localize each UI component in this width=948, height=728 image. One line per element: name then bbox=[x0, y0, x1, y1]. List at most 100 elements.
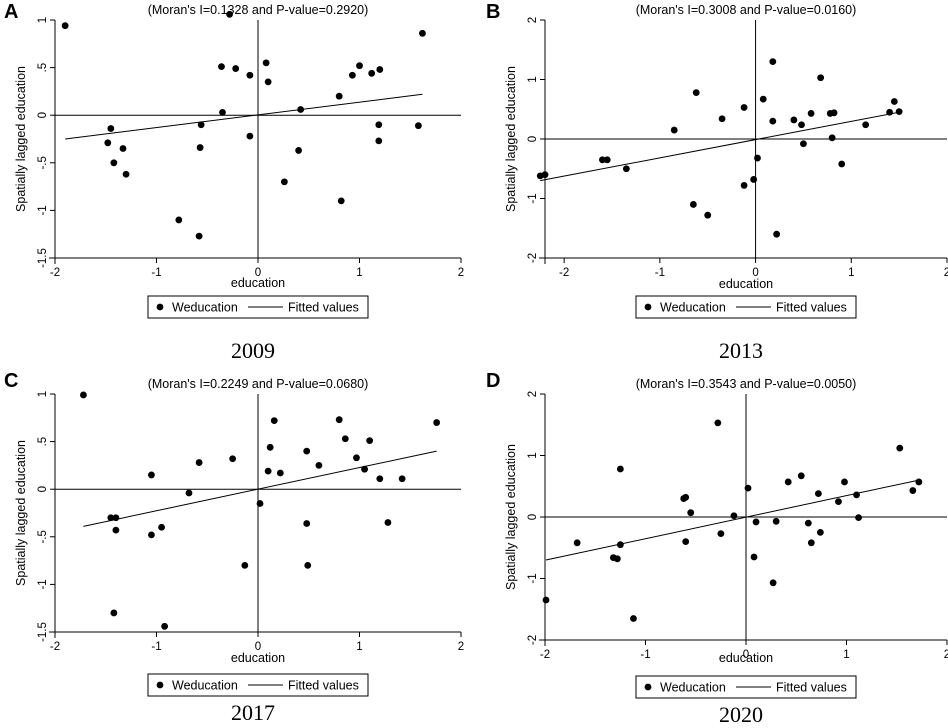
panel-b-y-tick-label: -2 bbox=[527, 253, 539, 263]
panel-a-data-point bbox=[232, 65, 240, 72]
panel-b-data-point bbox=[718, 115, 726, 123]
panel-a-data-point bbox=[119, 145, 127, 152]
panel-d-data-point bbox=[835, 498, 842, 506]
panel-d-data-point bbox=[613, 555, 621, 563]
panel-d-y-tick-label: -2 bbox=[527, 635, 539, 645]
panel-a-y-tick-label: -.5 bbox=[37, 156, 49, 169]
panel-d-data-point bbox=[750, 553, 758, 561]
panel-c-y-tick-label: -.5 bbox=[37, 530, 49, 543]
panel-a-data-point bbox=[368, 69, 376, 77]
panel-a-data-point bbox=[122, 170, 130, 178]
panel-d-year-caption: 2020 bbox=[719, 702, 763, 727]
panel-a-data-point bbox=[414, 122, 422, 130]
panel-b-data-point bbox=[759, 95, 767, 103]
panel-b-data-point bbox=[830, 109, 838, 117]
panel-b-data-point bbox=[838, 160, 846, 168]
panel-c-data-point bbox=[185, 489, 193, 497]
panel-b-data-point bbox=[828, 134, 836, 142]
panel-c-x-tick-label: -2 bbox=[50, 641, 60, 653]
panel-a-data-point bbox=[175, 216, 183, 224]
panel-b-data-point bbox=[603, 156, 611, 164]
panel-d-y-tick-label: 2 bbox=[527, 391, 539, 397]
panel-a-title: (Moran's I=0.1328 and P-value=0.2920) bbox=[148, 3, 369, 17]
panel-c-data-point bbox=[112, 526, 120, 534]
panel-d-data-point bbox=[909, 487, 917, 494]
panel-c-title: (Moran's I=0.2249 and P-value=0.0680) bbox=[148, 377, 369, 391]
panel-b-year-caption: 2013 bbox=[719, 338, 763, 363]
panel-b-y-tick-label: 0 bbox=[527, 136, 539, 142]
panel-b-y-tick-label: 1 bbox=[527, 76, 539, 82]
panel-c-data-point bbox=[304, 561, 312, 569]
panel-d-data-point bbox=[804, 519, 812, 527]
panel-a-data-point bbox=[419, 29, 426, 37]
panel-d-data-point bbox=[682, 538, 690, 545]
panel-c-fitted-line bbox=[83, 450, 437, 527]
panel-a-x-axis-title: education bbox=[231, 276, 285, 290]
panel-c-data-point bbox=[353, 454, 360, 462]
panel-c-data-point bbox=[384, 519, 392, 526]
panel-c-data-point bbox=[158, 523, 165, 531]
panel-d-x-tick-label: 0 bbox=[743, 649, 749, 661]
panel-a-data-point bbox=[335, 92, 343, 100]
panel-a-data-point bbox=[246, 71, 254, 79]
panel-d-x-tick-label: -1 bbox=[640, 649, 650, 661]
panel-d-y-tick-label: 0 bbox=[527, 514, 539, 520]
panel-a-data-point bbox=[262, 59, 270, 67]
panel-a-data-point bbox=[196, 144, 204, 151]
panel-d-data-point bbox=[682, 493, 690, 501]
panel-b-data-point bbox=[817, 74, 825, 82]
panel-a-data-point bbox=[375, 121, 383, 129]
panel-b-letter: B bbox=[486, 1, 500, 23]
panel-d-data-point bbox=[797, 472, 805, 480]
panel-d-data-point bbox=[855, 514, 862, 522]
panel-b-data-point bbox=[773, 230, 781, 238]
panel-d-data-point bbox=[784, 478, 792, 486]
panel-b-data-point bbox=[541, 171, 549, 179]
panel-c-data-point bbox=[433, 419, 441, 426]
panel-d-y-tick-label: 1 bbox=[527, 452, 539, 458]
panel-b-legend-marker bbox=[644, 303, 652, 311]
panel-d-fitted-line bbox=[545, 479, 919, 561]
panel-d-data-point bbox=[573, 539, 581, 547]
panel-b-data-point bbox=[622, 165, 630, 173]
panel-b-data-point bbox=[754, 154, 761, 162]
panel-d-data-point bbox=[772, 517, 780, 525]
panel-a-data-point bbox=[246, 132, 254, 140]
panel-c-data-point bbox=[266, 443, 274, 451]
panel-b-x-tick-label: 0 bbox=[752, 267, 758, 279]
panel-b-legend-label-points: Weducation bbox=[660, 301, 726, 315]
panel-a-data-point bbox=[197, 121, 205, 129]
panel-d-x-tick-label: 1 bbox=[843, 649, 849, 661]
panel-c-data-point bbox=[148, 471, 155, 479]
panel-c-data-point bbox=[195, 459, 203, 466]
panel-b-x-tick-label: -1 bbox=[655, 267, 665, 279]
panel-a-x-tick-label: 2 bbox=[458, 267, 464, 279]
panel-b-y-tick-label: -1 bbox=[527, 193, 539, 203]
panel-b-data-point bbox=[862, 121, 870, 129]
panel-c-data-point bbox=[276, 469, 284, 477]
panel-c-data-point bbox=[241, 561, 249, 569]
panel-b-x-tick-label: 2 bbox=[944, 267, 948, 279]
panel-b-data-point bbox=[800, 140, 807, 148]
panel-a-data-point bbox=[337, 197, 345, 205]
panel-a-x-tick-label: 1 bbox=[356, 267, 362, 279]
panel-a-data-point bbox=[61, 22, 69, 30]
panel-c-y-tick-label: -1.5 bbox=[37, 622, 49, 642]
panel-a-data-point bbox=[375, 137, 383, 145]
panel-a-y-tick-label: .5 bbox=[37, 63, 49, 73]
panel-b-title: (Moran's I=0.3008 and P-value=0.0160) bbox=[636, 3, 857, 17]
panel-c-x-tick-label: -1 bbox=[151, 641, 161, 653]
panel-b-fitted-line bbox=[540, 111, 900, 182]
panel-c-legend-marker bbox=[156, 681, 164, 689]
panel-a-x-tick-label: 0 bbox=[255, 267, 261, 279]
panel-d-data-point bbox=[630, 615, 637, 622]
panel-c-x-tick-label: 0 bbox=[255, 641, 261, 653]
panel-c-data-point bbox=[341, 435, 349, 443]
panel-b-data-point bbox=[798, 121, 805, 129]
panel-d-data-point bbox=[853, 491, 860, 499]
panel-a-y-axis-title: Spatially lagged education bbox=[14, 66, 28, 212]
panel-d-data-point bbox=[542, 596, 550, 604]
panel-b-y-axis-title: Spatially lagged education bbox=[504, 66, 518, 212]
panel-c-data-point bbox=[366, 437, 374, 445]
panel-c-legend-label-fit: Fitted values bbox=[288, 679, 359, 693]
